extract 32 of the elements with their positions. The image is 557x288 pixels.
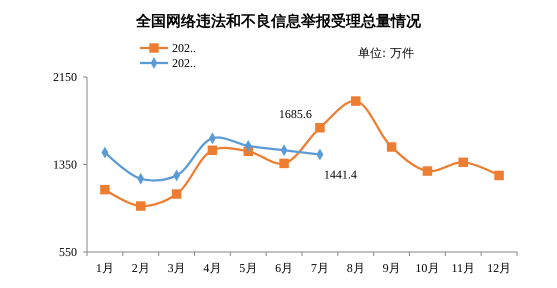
- point: [100, 184, 110, 194]
- legend-label: 202..: [172, 41, 196, 56]
- point: [315, 123, 325, 133]
- x-tick-label: 12月: [487, 261, 512, 275]
- x-tick-label: 11月: [451, 261, 476, 275]
- point: [279, 158, 289, 168]
- data-label: 1685.6: [278, 106, 312, 121]
- y-tick-label: 2150: [53, 70, 77, 84]
- x-tick-label: 2月: [132, 261, 150, 275]
- chart-title: 全国网络违法和不良信息举报受理总量情况: [135, 12, 422, 30]
- x-tick-label: 4月: [203, 261, 222, 275]
- x-tick-label: 8月: [346, 261, 365, 275]
- point: [351, 96, 360, 106]
- point: [422, 166, 432, 176]
- point: [386, 142, 396, 152]
- legend-label: 202..: [172, 56, 196, 70]
- x-tick-label: 10月: [415, 261, 440, 275]
- x-tick-label: 9月: [382, 261, 401, 275]
- point: [208, 146, 218, 156]
- x-tick-label: 7月: [310, 261, 329, 275]
- point: [172, 189, 182, 199]
- y-tick-label: 1350: [53, 158, 77, 172]
- chart-subtitle: 单位: 万件: [358, 46, 414, 60]
- x-tick-label: 3月: [168, 261, 186, 275]
- point: [494, 170, 504, 180]
- y-tick-label: 550: [59, 245, 77, 259]
- data-label: 1441.4: [324, 168, 357, 182]
- point: [136, 201, 146, 211]
- x-tick-label: 5月: [239, 261, 258, 275]
- x-tick-label: 6月: [275, 261, 294, 275]
- point: [458, 158, 468, 168]
- x-tick-label: 1月: [96, 261, 114, 275]
